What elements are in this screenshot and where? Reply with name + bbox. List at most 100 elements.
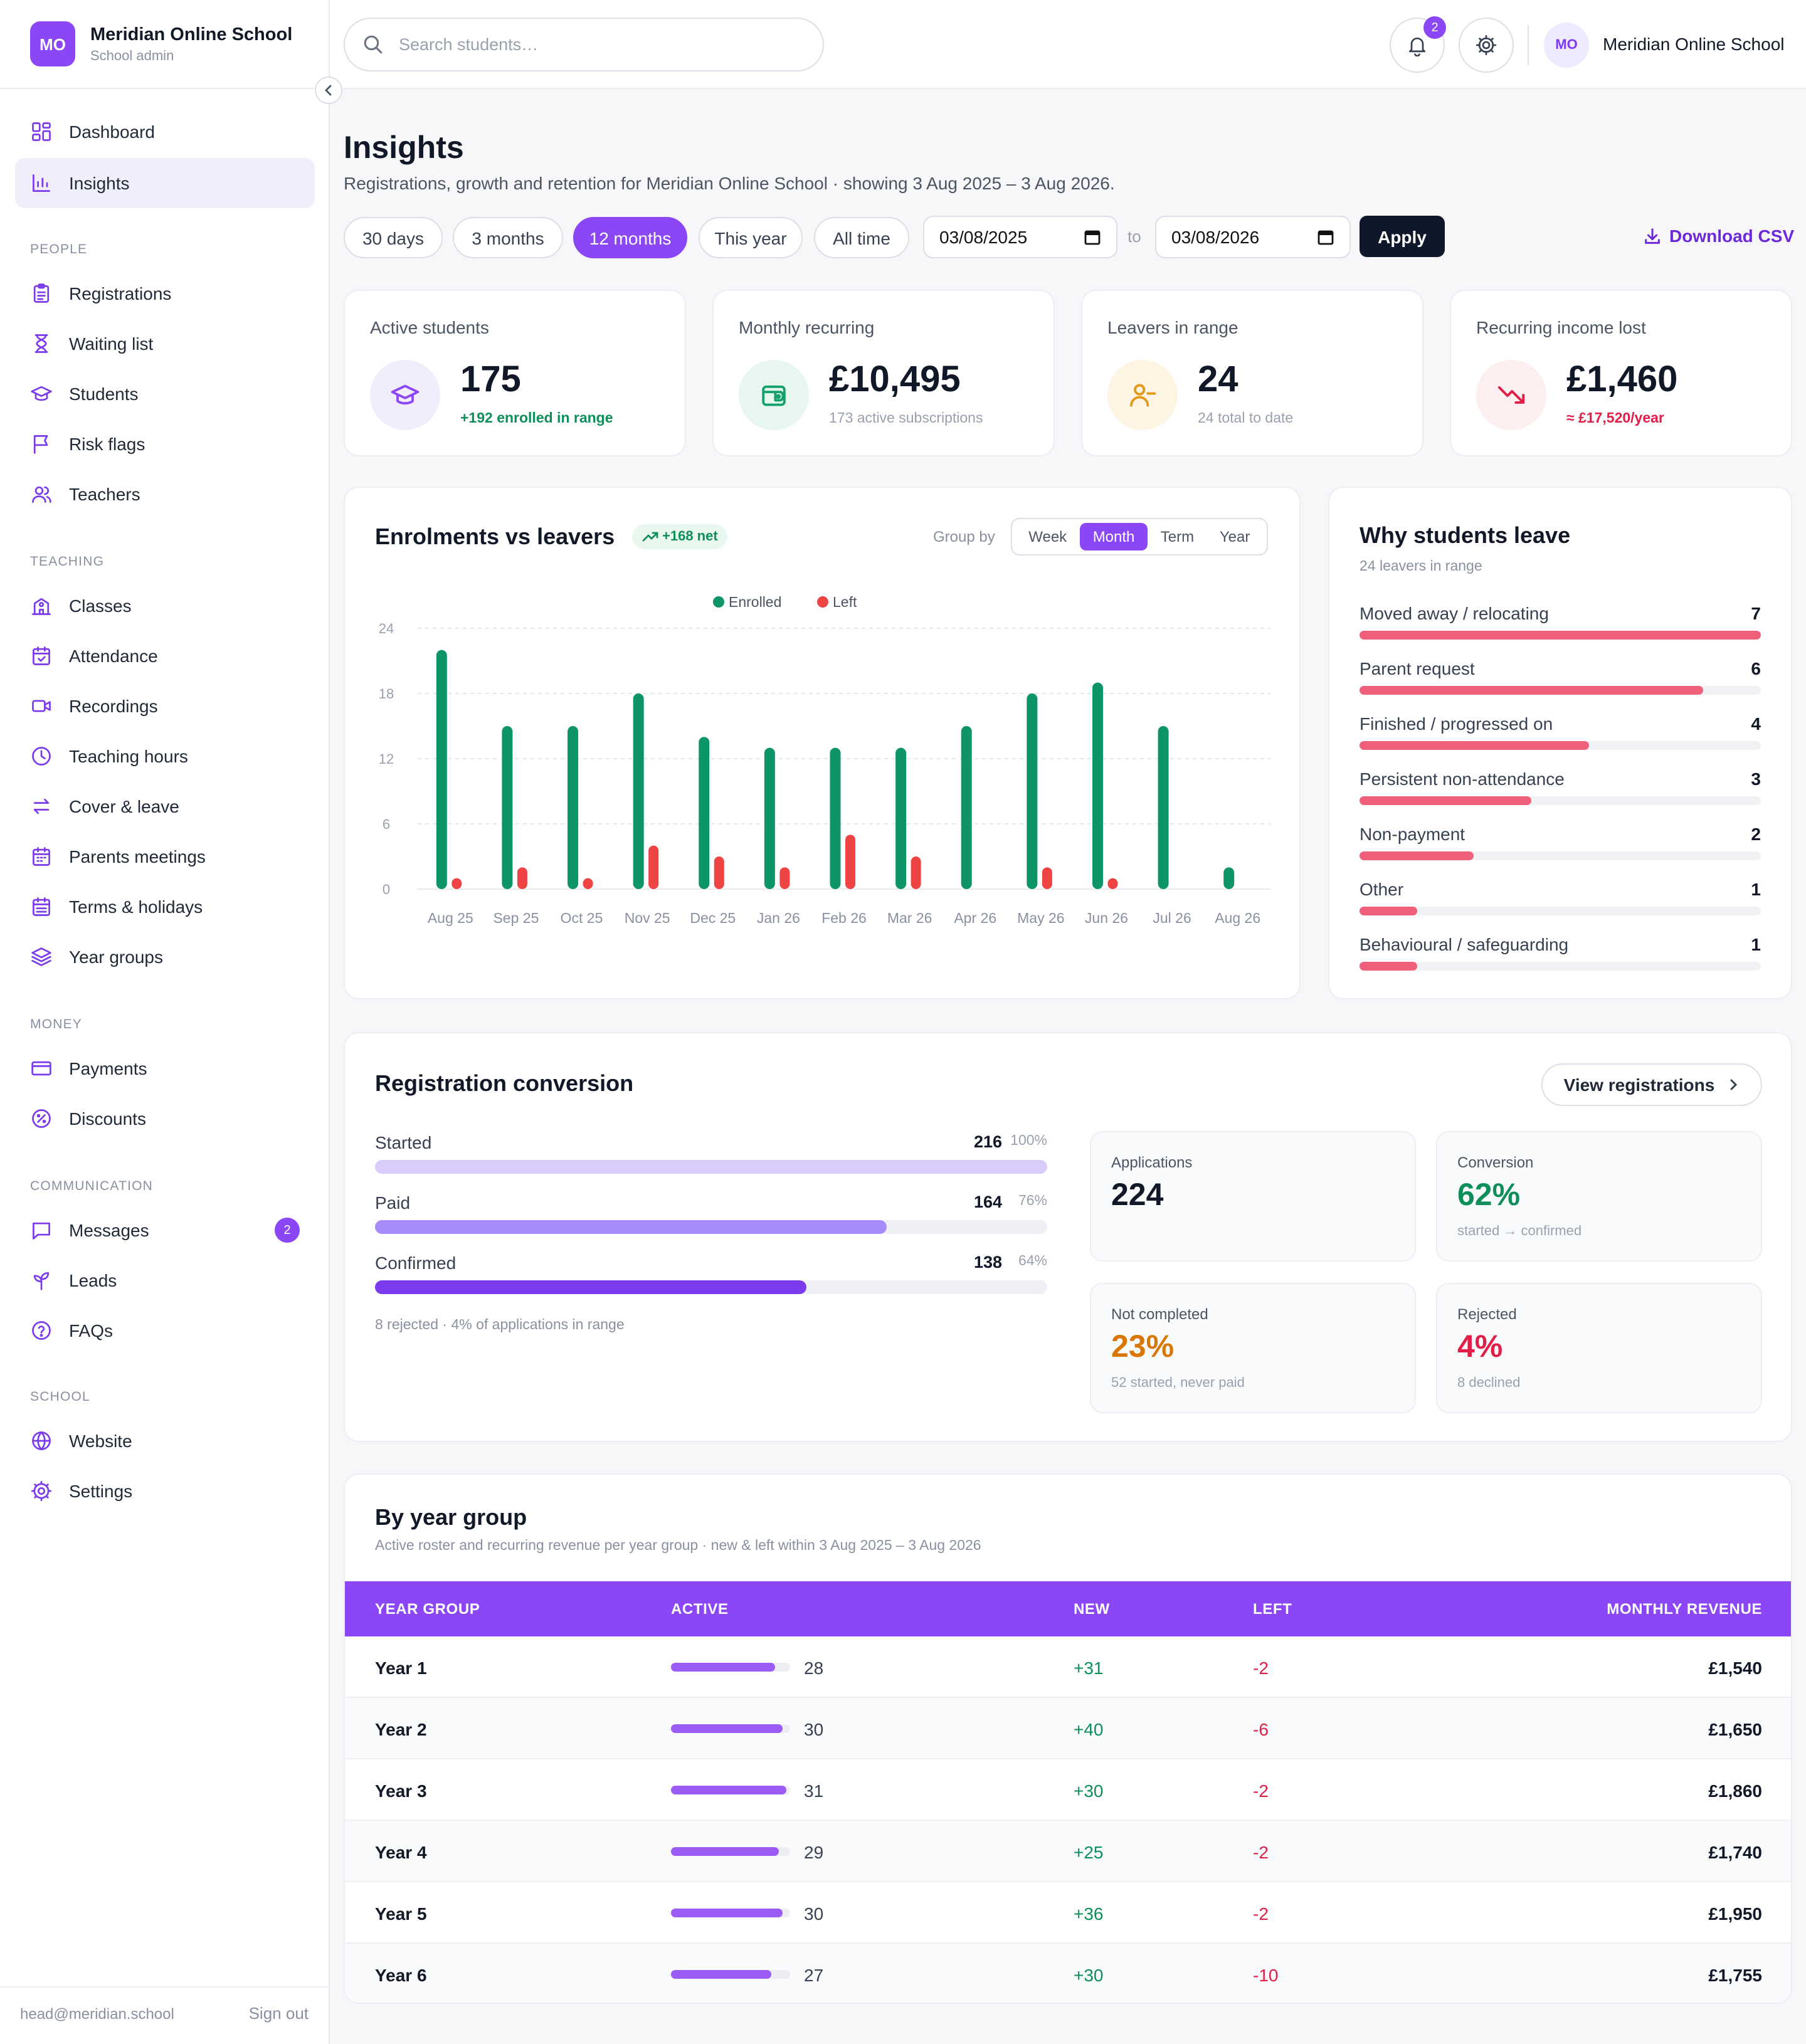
sidebar-item-risk-flags[interactable]: Risk flags: [15, 419, 315, 469]
bar-left[interactable]: [517, 867, 527, 889]
bar-group-mar-26[interactable]: [895, 747, 921, 889]
sidebar-item-payments[interactable]: Payments: [15, 1043, 315, 1093]
bar-enrolled[interactable]: [1158, 726, 1169, 889]
range-12-months-button[interactable]: 12 months: [573, 217, 687, 258]
search-box[interactable]: [344, 18, 824, 71]
table-row[interactable]: Year 1 28 +31 -2 £1,540: [345, 1636, 1791, 1698]
search-input[interactable]: [399, 35, 775, 54]
user-name[interactable]: Meridian Online School: [1603, 34, 1785, 54]
bar-enrolled[interactable]: [699, 737, 710, 889]
sidebar-item-parents-meetings[interactable]: Parents meetings: [15, 831, 315, 882]
sidebar-item-cover-and-leave[interactable]: Cover & leave: [15, 781, 315, 831]
date-to-input[interactable]: 03/08/2026: [1155, 216, 1351, 258]
leave-reason-row[interactable]: Behavioural / safeguarding 1: [1360, 934, 1761, 984]
col-left[interactable]: LEFT: [1253, 1600, 1292, 1618]
col-active[interactable]: ACTIVE: [671, 1600, 729, 1618]
sidebar-item-discounts[interactable]: Discounts: [15, 1093, 315, 1144]
group-by-week[interactable]: Week: [1028, 528, 1067, 545]
bar-group-dec-25[interactable]: [699, 737, 724, 889]
sidebar-item-faqs[interactable]: FAQs: [15, 1305, 315, 1356]
bar-enrolled[interactable]: [895, 747, 907, 889]
leave-reason-row[interactable]: Other 1: [1360, 879, 1761, 929]
bar-left[interactable]: [845, 835, 855, 889]
sidebar-item-dashboard[interactable]: Dashboard: [15, 107, 315, 157]
sidebar-item-settings[interactable]: Settings: [15, 1466, 315, 1516]
range-this-year-button[interactable]: This year: [699, 217, 803, 258]
sidebar-item-teaching-hours[interactable]: Teaching hours: [15, 731, 315, 781]
bar-left[interactable]: [648, 845, 659, 889]
sidebar-item-leads[interactable]: Leads: [15, 1255, 315, 1305]
sidebar-item-recordings[interactable]: Recordings: [15, 681, 315, 731]
col-new[interactable]: NEW: [1074, 1600, 1110, 1618]
bar-enrolled[interactable]: [502, 726, 513, 889]
range-30-days-button[interactable]: 30 days: [344, 217, 443, 258]
bar-group-apr-26[interactable]: [961, 726, 972, 889]
bar-left[interactable]: [779, 867, 790, 889]
bar-group-may-26[interactable]: [1027, 693, 1052, 889]
settings-button[interactable]: [1459, 18, 1514, 73]
bar-group-jan-26[interactable]: [764, 747, 790, 889]
table-row[interactable]: Year 4 29 +25 -2 £1,740: [345, 1821, 1791, 1882]
group-by-year[interactable]: Year: [1219, 528, 1250, 545]
table-row[interactable]: Year 3 31 +30 -2 £1,860: [345, 1759, 1791, 1821]
bar-group-jul-26[interactable]: [1158, 726, 1169, 889]
avatar[interactable]: MO: [1544, 23, 1589, 68]
bar-group-nov-25[interactable]: [633, 693, 659, 889]
leave-reason-row[interactable]: Moved away / relocating 7: [1360, 603, 1761, 653]
date-from-input[interactable]: 03/08/2025: [923, 216, 1117, 258]
apply-button[interactable]: Apply: [1360, 216, 1445, 257]
bar-left[interactable]: [1042, 867, 1052, 889]
sign-out-button[interactable]: Sign out: [248, 2004, 309, 2023]
download-csv-button[interactable]: Download CSV: [1643, 226, 1794, 246]
leave-reason-row[interactable]: Persistent non-attendance 3: [1360, 769, 1761, 819]
group-by-term[interactable]: Term: [1160, 528, 1195, 545]
group-by-month[interactable]: Month: [1079, 523, 1148, 551]
bar-left[interactable]: [452, 878, 462, 889]
bar-enrolled[interactable]: [1092, 682, 1103, 889]
sidebar-item-label: Discounts: [69, 1109, 146, 1129]
sidebar-item-terms-and-holidays[interactable]: Terms & holidays: [15, 882, 315, 932]
collapse-sidebar-button[interactable]: [315, 76, 342, 104]
sidebar-item-year-groups[interactable]: Year groups: [15, 932, 315, 982]
bar-group-jun-26[interactable]: [1092, 682, 1118, 889]
table-row[interactable]: Year 2 30 +40 -6 £1,650: [345, 1698, 1791, 1759]
bar-group-feb-26[interactable]: [830, 747, 856, 889]
leave-reason-row[interactable]: Parent request 6: [1360, 658, 1761, 709]
bar-left[interactable]: [911, 856, 921, 889]
sidebar-item-registrations[interactable]: Registrations: [15, 268, 315, 319]
sidebar-item-classes[interactable]: Classes: [15, 581, 315, 631]
bar-group-aug-26[interactable]: [1223, 867, 1235, 889]
sidebar-item-attendance[interactable]: Attendance: [15, 631, 315, 681]
sidebar-item-website[interactable]: Website: [15, 1416, 315, 1466]
bar-enrolled[interactable]: [568, 726, 579, 889]
sidebar-item-teachers[interactable]: Teachers: [15, 469, 315, 519]
view-registrations-button[interactable]: View registrations: [1541, 1063, 1762, 1106]
col-year-group[interactable]: YEAR GROUP: [375, 1600, 480, 1618]
bar-left[interactable]: [714, 856, 724, 889]
bar-enrolled[interactable]: [1223, 867, 1235, 889]
leave-reason-row[interactable]: Non-payment 2: [1360, 824, 1761, 874]
table-row[interactable]: Year 5 30 +36 -2 £1,950: [345, 1882, 1791, 1944]
sidebar-item-messages[interactable]: Messages 2: [15, 1205, 315, 1255]
bar-left[interactable]: [1107, 878, 1118, 889]
sidebar-item-waiting-list[interactable]: Waiting list: [15, 319, 315, 369]
bar-group-sep-25[interactable]: [502, 726, 527, 889]
brand-header[interactable]: MO Meridian Online School School admin: [0, 0, 329, 89]
notifications-button[interactable]: 2: [1390, 16, 1446, 73]
sidebar-item-insights[interactable]: Insights: [15, 158, 315, 208]
sidebar-item-students[interactable]: Students: [15, 369, 315, 419]
bar-enrolled[interactable]: [1027, 693, 1038, 889]
bar-enrolled[interactable]: [633, 693, 644, 889]
bar-group-aug-25[interactable]: [436, 650, 462, 889]
bar-enrolled[interactable]: [830, 747, 841, 889]
table-row[interactable]: Year 6 27 +30 -10 £1,755: [345, 1944, 1791, 2003]
range-all-time-button[interactable]: All time: [814, 217, 909, 258]
bar-enrolled[interactable]: [961, 726, 972, 889]
bar-enrolled[interactable]: [764, 747, 775, 889]
col-monthly-revenue[interactable]: MONTHLY REVENUE: [1607, 1600, 1762, 1618]
leave-reason-row[interactable]: Finished / progressed on 4: [1360, 714, 1761, 764]
bar-enrolled[interactable]: [436, 650, 447, 889]
range-3-months-button[interactable]: 3 months: [453, 217, 563, 258]
bar-left[interactable]: [583, 878, 593, 889]
bar-group-oct-25[interactable]: [568, 726, 593, 889]
